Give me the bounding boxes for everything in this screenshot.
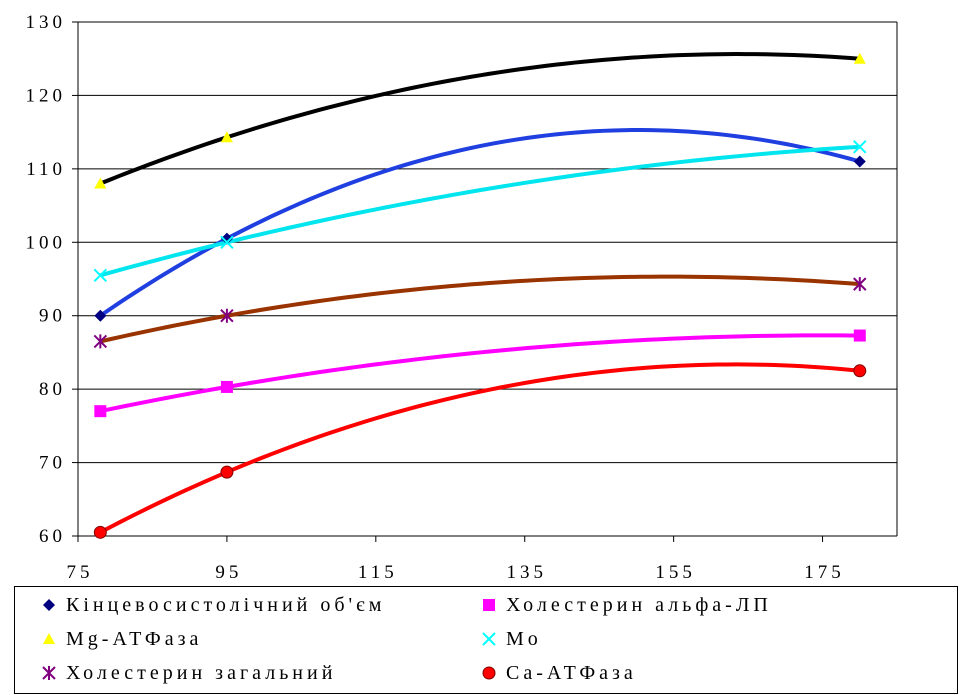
legend: Кінцевосистолічний об'єм Холестерин альфа… — [14, 586, 958, 694]
x-tick-label: 115 — [358, 562, 398, 583]
y-tick-label: 100 — [26, 232, 67, 253]
series-line — [99, 52, 860, 186]
data-point — [853, 52, 866, 64]
legend-marker-shape — [43, 633, 55, 644]
series-line — [99, 144, 860, 278]
data-point — [93, 334, 108, 349]
series-lines — [99, 52, 861, 535]
y-tick-label: 70 — [39, 453, 66, 474]
series-line — [99, 128, 861, 318]
legend-marker-icon — [40, 596, 58, 614]
legend-marker-icon — [40, 630, 58, 648]
axes — [72, 21, 898, 542]
x-tick-label: 155 — [655, 562, 696, 583]
data-markers — [93, 52, 867, 539]
data-point — [220, 131, 233, 143]
legend-marker-shape — [482, 666, 496, 680]
legend-marker-icon — [480, 664, 498, 682]
legend-label: Холестерин альфа-ЛП — [506, 593, 772, 616]
legend-item: Mg-АТФаза — [40, 623, 202, 655]
series-line — [99, 333, 860, 414]
legend-label: Mg-АТФаза — [66, 627, 203, 650]
data-point — [93, 525, 107, 539]
legend-marker-icon — [480, 596, 498, 614]
data-point — [94, 177, 107, 189]
y-tick-label: 80 — [39, 379, 66, 400]
data-point — [220, 235, 234, 249]
data-point — [853, 329, 866, 342]
data-point — [220, 465, 234, 479]
data-point — [94, 309, 107, 322]
data-point — [220, 380, 233, 393]
data-point — [220, 232, 233, 245]
data-point — [853, 364, 867, 378]
y-tick-label: 110 — [26, 159, 66, 180]
legend-marker-icon — [480, 630, 498, 648]
legend-item: Кінцевосистолічний об'єм — [40, 589, 385, 621]
y-tick-label: 130 — [26, 12, 67, 33]
legend-item: Са-АТФаза — [480, 657, 637, 689]
data-point — [220, 308, 234, 323]
x-tick-label: 135 — [506, 562, 547, 583]
x-tick-label: 75 — [67, 562, 94, 583]
legend-label: Са-АТФаза — [506, 661, 637, 684]
legend-item: Холестерин загальний — [40, 657, 336, 689]
series-line — [99, 274, 860, 344]
x-tick-label: 175 — [804, 562, 845, 583]
x-tick-label: 95 — [215, 562, 242, 583]
y-tick-label: 60 — [39, 526, 66, 547]
legend-item: Mo — [480, 623, 542, 655]
chart: 60 70 80 90 100 110 120 130 75 95 115 135 155 175 — [26, 12, 898, 583]
data-point — [853, 140, 867, 154]
legend-marker-icon — [40, 664, 58, 682]
tick-labels: 60 70 80 90 100 110 120 130 75 95 115 135 155 175 — [26, 12, 845, 583]
data-point — [93, 268, 108, 283]
legend-item: Холестерин альфа-ЛП — [480, 589, 772, 621]
data-point — [853, 155, 866, 168]
legend-marker-shape — [482, 632, 496, 646]
legend-label: Холестерин загальний — [66, 661, 337, 684]
data-point — [853, 277, 867, 292]
legend-marker-shape — [483, 599, 495, 611]
y-tick-label: 90 — [39, 306, 66, 327]
legend-marker-shape — [43, 599, 55, 611]
legend-label: Кінцевосистолічний об'єм — [66, 593, 386, 616]
data-point — [94, 405, 107, 418]
legend-label: Mo — [506, 627, 542, 650]
y-tick-label: 120 — [26, 85, 67, 106]
legend-marker-shape — [42, 666, 56, 680]
